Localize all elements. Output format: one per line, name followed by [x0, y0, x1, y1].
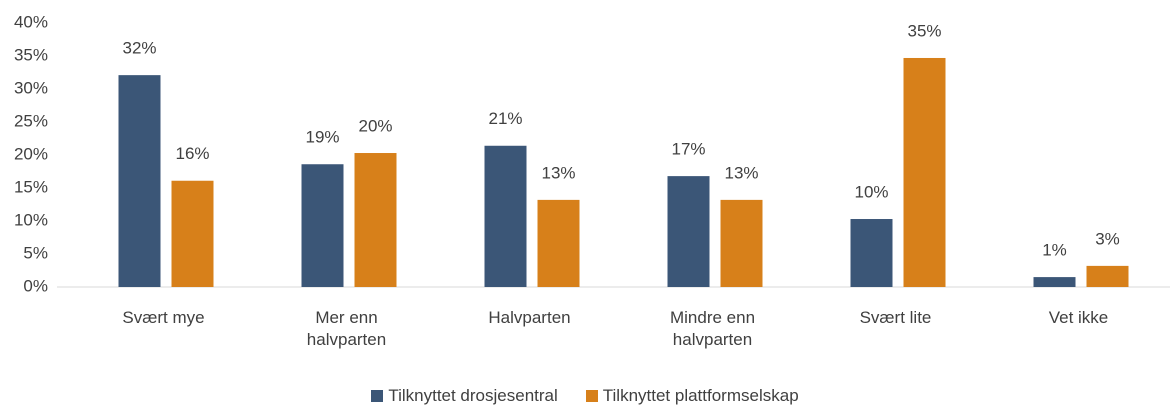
data-label: 32% [122, 39, 156, 58]
y-tick-label: 0% [23, 276, 48, 295]
bar [484, 145, 527, 287]
y-tick-label: 25% [14, 111, 48, 130]
data-label: 17% [671, 140, 705, 159]
x-tick-label: Vet ikke [1048, 308, 1109, 327]
legend-swatch [585, 390, 598, 402]
data-label: 13% [541, 163, 575, 182]
x-tick-label: Svært mye [122, 308, 205, 327]
bar [1033, 277, 1076, 287]
y-tick-label: 5% [23, 243, 48, 262]
x-tick-label: Mindre enn halvparten [669, 308, 756, 349]
data-label: 35% [907, 21, 941, 40]
data-label: 10% [854, 183, 888, 202]
y-tick-label: 30% [14, 78, 48, 97]
data-label: 16% [175, 144, 209, 163]
legend-label: Tilknyttet drosjesentral [388, 386, 558, 405]
legend-item: Tilknyttet drosjesentral [371, 386, 558, 406]
x-tick-label: Mer enn halvparten [306, 308, 387, 349]
y-tick-label: 15% [14, 177, 48, 196]
bar [354, 153, 397, 287]
data-label: 20% [358, 117, 392, 136]
bar [171, 180, 214, 287]
legend-swatch [371, 390, 384, 402]
bar [850, 219, 893, 287]
bar [537, 199, 580, 287]
x-tick-label: Svært lite [859, 308, 932, 327]
x-tick-label: Halvparten [488, 308, 571, 327]
y-tick-label: 10% [14, 210, 48, 229]
legend: Tilknyttet drosjesentral Tilknyttet platt… [0, 386, 1170, 406]
bar [720, 199, 763, 287]
legend-label: Tilknyttet plattformselskap [602, 386, 799, 405]
data-label: 21% [488, 109, 522, 128]
y-tick-label: 35% [14, 45, 48, 64]
bar [903, 57, 946, 288]
y-tick-label: 40% [14, 12, 48, 31]
data-label: 19% [305, 128, 339, 147]
y-tick-label: 20% [14, 144, 48, 163]
bar [1086, 265, 1129, 287]
data-label: 13% [724, 163, 758, 182]
legend-item: Tilknyttet plattformselskap [585, 386, 799, 406]
bar [667, 176, 710, 287]
bar [118, 75, 161, 287]
data-label: 3% [1095, 229, 1120, 248]
bar [301, 164, 344, 287]
data-label: 1% [1042, 241, 1067, 260]
